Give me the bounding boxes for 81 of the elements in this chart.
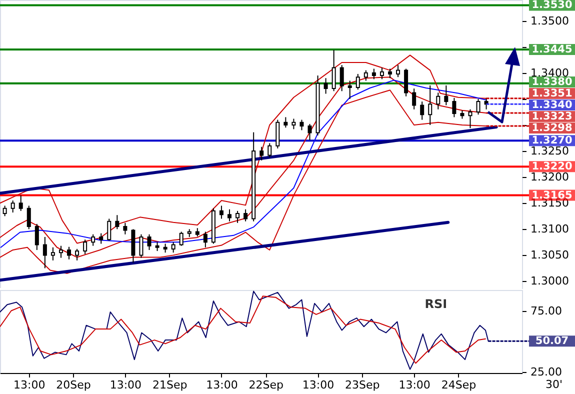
candlestick (284, 116, 288, 128)
x-tick-label: 20Sep (56, 378, 91, 392)
x-tick-label: 13:00 (206, 378, 238, 392)
x-tick-label: 13:00 (398, 378, 430, 392)
annotation: 1.3340 (532, 98, 572, 111)
candlestick (91, 234, 96, 246)
data-label: 50.07 (535, 335, 569, 348)
x-tick-label: 24Sep (441, 378, 476, 392)
ref-line-label: 1.3270 (532, 134, 572, 147)
x-tick-label: 21Sep (152, 378, 188, 392)
candlestick (308, 123, 312, 141)
y-tick-label: 1.3000 (530, 274, 569, 288)
candlestick (300, 119, 304, 131)
x-tick-label: 22Sep (248, 378, 284, 392)
candlestick (444, 84, 448, 106)
candlestick (139, 234, 144, 258)
candlestick (50, 246, 55, 261)
candlestick (380, 67, 384, 80)
candlestick (268, 142, 272, 158)
candlestick (75, 248, 80, 261)
candlestick (332, 49, 336, 92)
ref-line-label: 1.3530 (532, 0, 572, 12)
candlestick (10, 200, 15, 213)
candlestick (292, 118, 296, 130)
x-tick-label: 13:00 (302, 378, 334, 392)
ref-line-label: 1.3220 (532, 160, 572, 173)
x-tick-label: 13:00 (14, 378, 46, 392)
candlestick (171, 242, 176, 254)
candlestick (396, 64, 400, 78)
candlestick (34, 223, 39, 250)
y-tick-label: 1.3100 (530, 222, 569, 236)
y-tick-label: 1.3250 (530, 144, 569, 158)
candlestick (260, 146, 264, 161)
candlestick (404, 68, 408, 97)
y-tick-label: 1.3200 (530, 170, 569, 184)
x-tick-label: 23Sep (345, 378, 380, 392)
data-label: 1.3323 (532, 110, 572, 122)
candlestick (179, 231, 184, 246)
candlestick (83, 239, 88, 255)
candlestick (428, 84, 432, 126)
x-tick-label: 13:00 (110, 378, 142, 392)
candlestick (276, 119, 280, 149)
annotation: RSI (424, 297, 448, 311)
candlestick (412, 88, 416, 110)
candlestick (67, 246, 72, 260)
candlestick (107, 218, 112, 242)
candlestick (219, 205, 224, 220)
y-tick-label: 75.00 (530, 304, 562, 318)
candlestick (18, 194, 23, 212)
ref-line-label: 1.3445 (532, 43, 572, 56)
candlestick (356, 73, 360, 90)
candlestick (340, 64, 344, 92)
candlestick (147, 234, 152, 250)
candlestick (123, 222, 128, 235)
candlestick (364, 70, 368, 82)
candlestick (2, 205, 7, 217)
data-label: 1.3351 (532, 87, 572, 100)
candlestick (324, 78, 328, 94)
candlestick (58, 245, 63, 258)
candlestick (99, 232, 104, 244)
x-axis-title: 30' (545, 378, 563, 391)
candlestick (115, 214, 120, 230)
y-tick-label: 1.3500 (530, 14, 569, 28)
candlestick (436, 92, 440, 110)
candlestick (236, 210, 240, 224)
data-label: 1.3298 (532, 122, 572, 134)
candlestick (348, 80, 352, 100)
candlestick (452, 97, 456, 118)
candlestick (244, 208, 248, 222)
y-tick-label: 1.3050 (530, 248, 569, 262)
candlestick (203, 231, 208, 248)
candlestick (228, 208, 232, 222)
candlestick (372, 68, 376, 80)
candlestick (468, 108, 472, 129)
y-tick-label: 25.00 (530, 365, 562, 378)
candlestick (26, 205, 31, 230)
candlestick (42, 236, 47, 269)
candlestick (420, 101, 424, 120)
candlestick (476, 98, 480, 116)
candlestick (388, 68, 392, 79)
ref-line-label: 1.3380 (532, 76, 572, 88)
